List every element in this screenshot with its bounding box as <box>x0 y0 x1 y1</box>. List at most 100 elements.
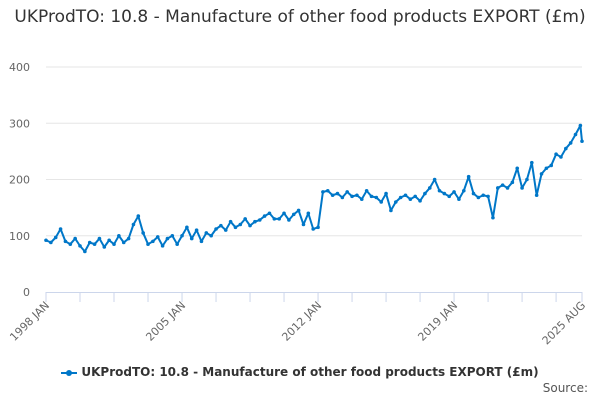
data-point[interactable] <box>44 238 48 243</box>
data-point[interactable] <box>219 223 223 228</box>
data-point[interactable] <box>228 219 233 224</box>
data-point[interactable] <box>189 236 194 241</box>
data-point[interactable] <box>471 191 476 196</box>
data-point[interactable] <box>180 233 184 238</box>
data-point[interactable] <box>423 191 427 196</box>
data-point[interactable] <box>398 195 403 200</box>
data-point[interactable] <box>418 199 422 203</box>
data-point[interactable] <box>87 240 92 245</box>
data-point[interactable] <box>447 194 452 199</box>
data-point[interactable] <box>554 152 558 156</box>
data-point[interactable] <box>63 239 68 244</box>
data-point[interactable] <box>476 195 481 200</box>
data-point[interactable] <box>321 190 325 194</box>
data-point[interactable] <box>68 242 73 246</box>
data-point[interactable] <box>403 193 408 198</box>
data-point[interactable] <box>141 231 145 235</box>
data-point[interactable] <box>330 193 335 198</box>
data-point[interactable] <box>291 212 296 217</box>
data-point[interactable] <box>350 194 354 199</box>
data-point[interactable] <box>73 236 77 241</box>
data-point[interactable] <box>272 217 277 221</box>
data-point[interactable] <box>505 186 510 190</box>
data-point[interactable] <box>253 219 257 224</box>
data-point[interactable] <box>146 242 150 246</box>
data-point[interactable] <box>374 195 379 200</box>
data-point[interactable] <box>126 236 131 241</box>
data-point[interactable] <box>510 180 515 185</box>
data-point[interactable] <box>549 163 554 168</box>
data-point[interactable] <box>117 233 121 238</box>
data-point[interactable] <box>466 174 471 179</box>
data-point[interactable] <box>233 225 238 230</box>
data-point[interactable] <box>296 208 301 213</box>
data-point[interactable] <box>102 245 107 249</box>
data-point[interactable] <box>481 193 486 198</box>
data-point[interactable] <box>413 194 418 199</box>
data-point[interactable] <box>520 186 524 190</box>
data-point[interactable] <box>379 200 384 204</box>
data-point[interactable] <box>564 146 568 151</box>
data-point[interactable] <box>97 236 102 241</box>
data-point[interactable] <box>53 235 58 240</box>
data-point[interactable] <box>491 215 495 220</box>
data-point[interactable] <box>364 188 369 193</box>
data-point[interactable] <box>345 190 349 194</box>
data-point[interactable] <box>151 239 155 244</box>
data-point[interactable] <box>486 194 490 199</box>
data-point[interactable] <box>573 132 578 137</box>
data-point[interactable] <box>136 214 141 218</box>
data-point[interactable] <box>238 222 243 227</box>
data-point[interactable] <box>325 188 330 193</box>
data-point[interactable] <box>335 191 340 196</box>
data-point[interactable] <box>534 193 539 198</box>
data-point[interactable] <box>306 211 311 216</box>
data-point[interactable] <box>500 183 505 187</box>
data-point[interactable] <box>301 222 306 227</box>
data-point[interactable] <box>311 227 315 231</box>
data-point[interactable] <box>340 195 345 200</box>
data-point[interactable] <box>359 197 364 201</box>
data-point[interactable] <box>393 200 398 204</box>
data-point[interactable] <box>530 160 534 165</box>
data-point[interactable] <box>544 166 549 171</box>
data-point[interactable] <box>257 218 262 222</box>
data-point[interactable] <box>49 240 53 245</box>
data-point[interactable] <box>83 249 87 254</box>
data-point[interactable] <box>408 197 413 201</box>
data-point[interactable] <box>316 225 320 230</box>
data-point[interactable] <box>389 208 393 213</box>
data-point[interactable] <box>223 228 228 232</box>
data-point[interactable] <box>452 190 456 194</box>
data-point[interactable] <box>457 197 461 201</box>
data-point[interactable] <box>175 242 179 246</box>
data-point[interactable] <box>160 244 165 248</box>
data-point[interactable] <box>155 235 160 239</box>
data-point[interactable] <box>369 194 374 199</box>
data-point[interactable] <box>525 177 529 182</box>
data-point[interactable] <box>131 222 136 227</box>
data-point[interactable] <box>442 191 447 196</box>
data-point[interactable] <box>282 211 286 216</box>
data-point[interactable] <box>515 166 520 171</box>
data-point[interactable] <box>214 227 218 231</box>
data-point[interactable] <box>539 172 544 176</box>
data-point[interactable] <box>568 141 573 145</box>
data-point[interactable] <box>495 186 500 190</box>
data-point[interactable] <box>121 240 126 245</box>
data-point[interactable] <box>262 214 267 218</box>
data-point[interactable] <box>209 233 213 238</box>
data-point[interactable] <box>194 228 199 232</box>
data-point[interactable] <box>112 242 116 246</box>
data-point[interactable] <box>277 217 281 221</box>
data-point[interactable] <box>165 236 170 241</box>
data-point[interactable] <box>92 242 97 246</box>
data-point[interactable] <box>107 238 111 243</box>
data-point[interactable] <box>355 193 359 198</box>
data-point[interactable] <box>58 227 63 231</box>
data-point[interactable] <box>287 218 291 222</box>
data-point[interactable] <box>580 139 584 144</box>
data-point[interactable] <box>384 191 388 196</box>
data-point[interactable] <box>204 231 209 235</box>
data-point[interactable] <box>78 244 82 248</box>
